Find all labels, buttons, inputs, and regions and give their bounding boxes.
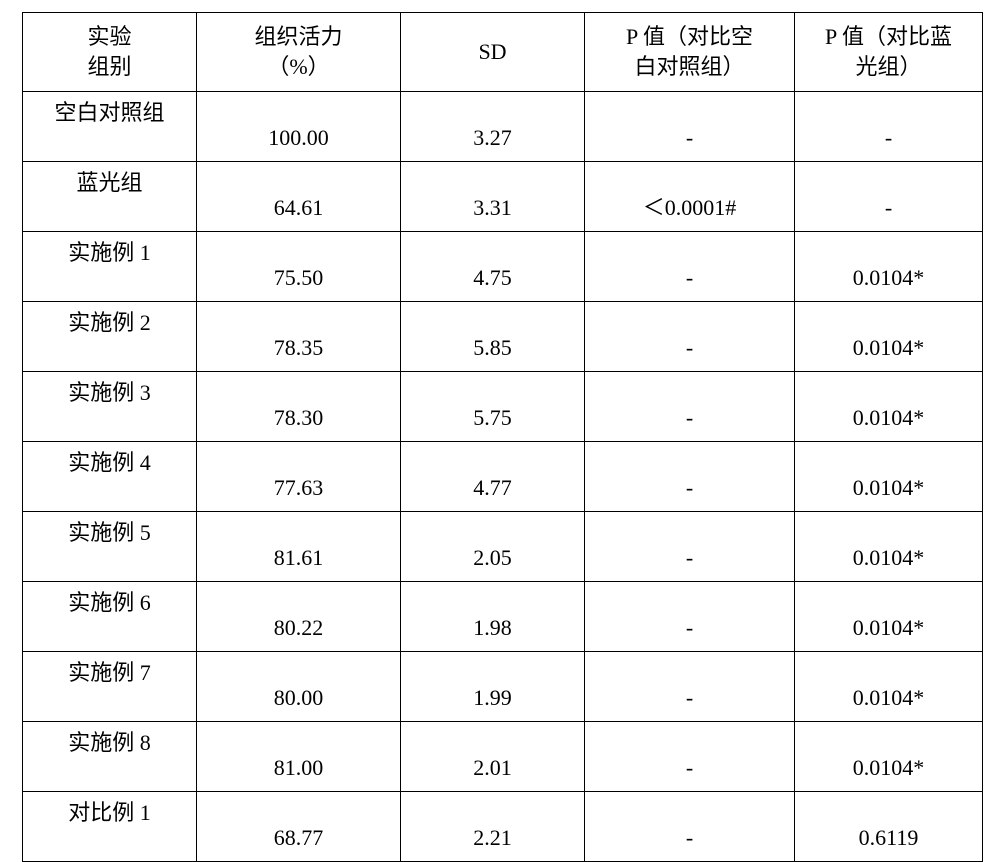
table-row: 实施例 2 78.35 5.85 - 0.0104*: [23, 302, 983, 372]
data-table: 实验 组别 组织活力 （%） SD P 值（对比空 白对照组） P 值（对比蓝 …: [22, 12, 983, 862]
cell-p-blue: 0.0104*: [795, 722, 983, 792]
table-row: 实施例 3 78.30 5.75 - 0.0104*: [23, 372, 983, 442]
cell-p-blue: 0.0104*: [795, 442, 983, 512]
cell-sd: 2.01: [401, 722, 585, 792]
cell-sd: 5.85: [401, 302, 585, 372]
cell-p-blue: -: [795, 162, 983, 232]
cell-p-blank: -: [585, 92, 795, 162]
cell-sd: 2.21: [401, 792, 585, 862]
page: 实验 组别 组织活力 （%） SD P 值（对比空 白对照组） P 值（对比蓝 …: [0, 0, 1000, 759]
cell-p-blue: 0.0104*: [795, 302, 983, 372]
cell-group: 实施例 2: [23, 302, 197, 372]
col-header-group-line1: 实验: [27, 22, 192, 52]
table-row: 蓝光组 64.61 3.31 ＜0.0001# -: [23, 162, 983, 232]
cell-sd: 3.27: [401, 92, 585, 162]
cell-viab: 77.63: [197, 442, 401, 512]
cell-viab: 80.22: [197, 582, 401, 652]
table-row: 空白对照组 100.00 3.27 - -: [23, 92, 983, 162]
table-row: 实施例 5 81.61 2.05 - 0.0104*: [23, 512, 983, 582]
cell-p-blank: -: [585, 372, 795, 442]
cell-viab: 80.00: [197, 652, 401, 722]
cell-sd: 4.77: [401, 442, 585, 512]
cell-p-blank: -: [585, 232, 795, 302]
table-header-row: 实验 组别 组织活力 （%） SD P 值（对比空 白对照组） P 值（对比蓝 …: [23, 13, 983, 92]
cell-p-blue: 0.0104*: [795, 652, 983, 722]
cell-sd: 2.05: [401, 512, 585, 582]
col-header-viability: 组织活力 （%）: [197, 13, 401, 92]
cell-group: 实施例 6: [23, 582, 197, 652]
col-header-p-blue: P 值（对比蓝 光组）: [795, 13, 983, 92]
cell-p-blank: -: [585, 512, 795, 582]
cell-p-blue: -: [795, 92, 983, 162]
col-header-p-blank-line1: P 值（对比空: [589, 22, 790, 52]
cell-p-blue: 0.0104*: [795, 372, 983, 442]
cell-p-blank: -: [585, 302, 795, 372]
col-header-sd: SD: [401, 13, 585, 92]
cell-group: 实施例 1: [23, 232, 197, 302]
cell-p-blue: 0.0104*: [795, 232, 983, 302]
cell-viab: 78.30: [197, 372, 401, 442]
col-header-viability-line2: （%）: [201, 52, 396, 82]
cell-group: 蓝光组: [23, 162, 197, 232]
cell-sd: 5.75: [401, 372, 585, 442]
cell-p-blank: -: [585, 792, 795, 862]
cell-p-blue: 0.0104*: [795, 512, 983, 582]
cell-p-blank: -: [585, 582, 795, 652]
cell-group: 实施例 7: [23, 652, 197, 722]
cell-group: 对比例 1: [23, 792, 197, 862]
cell-viab: 78.35: [197, 302, 401, 372]
cell-viab: 100.00: [197, 92, 401, 162]
col-header-p-blue-line2: 光组）: [799, 52, 978, 82]
col-header-group: 实验 组别: [23, 13, 197, 92]
cell-p-blue: 0.0104*: [795, 582, 983, 652]
cell-sd: 1.98: [401, 582, 585, 652]
cell-viab: 81.00: [197, 722, 401, 792]
cell-p-blank: -: [585, 722, 795, 792]
table-row: 对比例 1 68.77 2.21 - 0.6119: [23, 792, 983, 862]
cell-group: 空白对照组: [23, 92, 197, 162]
col-header-p-blue-line1: P 值（对比蓝: [799, 22, 978, 52]
cell-group: 实施例 8: [23, 722, 197, 792]
cell-p-blue: 0.6119: [795, 792, 983, 862]
cell-p-blank: -: [585, 652, 795, 722]
cell-group: 实施例 3: [23, 372, 197, 442]
table-row: 实施例 4 77.63 4.77 - 0.0104*: [23, 442, 983, 512]
col-header-sd-text: SD: [478, 39, 506, 64]
cell-sd: 1.99: [401, 652, 585, 722]
cell-p-blank: -: [585, 442, 795, 512]
table-row: 实施例 7 80.00 1.99 - 0.0104*: [23, 652, 983, 722]
table-row: 实施例 8 81.00 2.01 - 0.0104*: [23, 722, 983, 792]
cell-p-blank: ＜0.0001#: [585, 162, 795, 232]
cell-group: 实施例 4: [23, 442, 197, 512]
cell-sd: 3.31: [401, 162, 585, 232]
cell-group: 实施例 5: [23, 512, 197, 582]
cell-sd: 4.75: [401, 232, 585, 302]
cell-viab: 64.61: [197, 162, 401, 232]
cell-viab: 81.61: [197, 512, 401, 582]
cell-viab: 75.50: [197, 232, 401, 302]
col-header-p-blank-line2: 白对照组）: [589, 52, 790, 82]
table-row: 实施例 1 75.50 4.75 - 0.0104*: [23, 232, 983, 302]
col-header-p-blank: P 值（对比空 白对照组）: [585, 13, 795, 92]
col-header-viability-line1: 组织活力: [201, 22, 396, 52]
cell-viab: 68.77: [197, 792, 401, 862]
table-row: 实施例 6 80.22 1.98 - 0.0104*: [23, 582, 983, 652]
col-header-group-line2: 组别: [27, 52, 192, 82]
